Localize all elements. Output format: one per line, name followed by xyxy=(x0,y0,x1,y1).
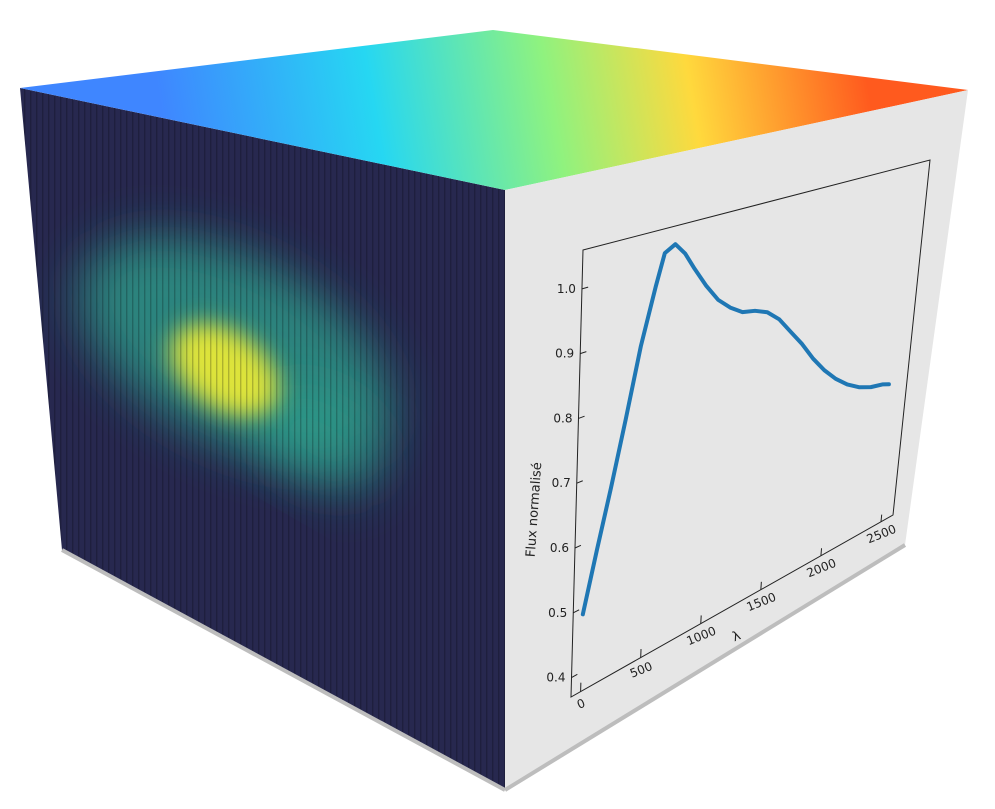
cube-right-face: 0.40.50.60.70.80.91.0 050010001500200025… xyxy=(503,90,968,792)
cube-left-face xyxy=(20,88,506,792)
y-tick-mark xyxy=(576,480,583,484)
y-axis-ticks: 0.4 0.5 0.6 0.7 0.8 0.9 1.0 xyxy=(546,282,589,685)
detector-stripes xyxy=(20,88,505,790)
y-tick-label: 1.0 xyxy=(557,282,576,296)
cube-top-face xyxy=(20,30,968,190)
y-tick-label: 0.6 xyxy=(550,541,569,555)
y-axis-label: Flux normalisé xyxy=(524,462,546,558)
spectrum-chart: 0.40.50.60.70.80.91.0 050010001500200025… xyxy=(524,159,931,712)
right-face-bottom-edge xyxy=(503,543,907,792)
y-tick-mark xyxy=(573,609,580,614)
y-tick-mark xyxy=(578,415,585,419)
series-group xyxy=(580,242,891,617)
y-tick-mark xyxy=(580,351,587,355)
y-tick-mark xyxy=(581,286,589,290)
y-tick-mark xyxy=(574,544,582,549)
y-tick-label: 0.7 xyxy=(552,476,571,490)
y-tick-label: 0.5 xyxy=(548,606,567,620)
x-tick-mark xyxy=(820,548,823,556)
left-face-bottom-edge xyxy=(61,548,506,792)
y-tick-mark xyxy=(571,673,578,679)
spectrum-line xyxy=(580,242,891,617)
y-tick-label: 0.4 xyxy=(546,671,565,685)
y-tick-label: 0.9 xyxy=(555,347,574,361)
x-tick-mark xyxy=(880,514,883,522)
y-tick-label: 0.8 xyxy=(553,411,572,425)
x-tick-mark xyxy=(760,581,762,590)
